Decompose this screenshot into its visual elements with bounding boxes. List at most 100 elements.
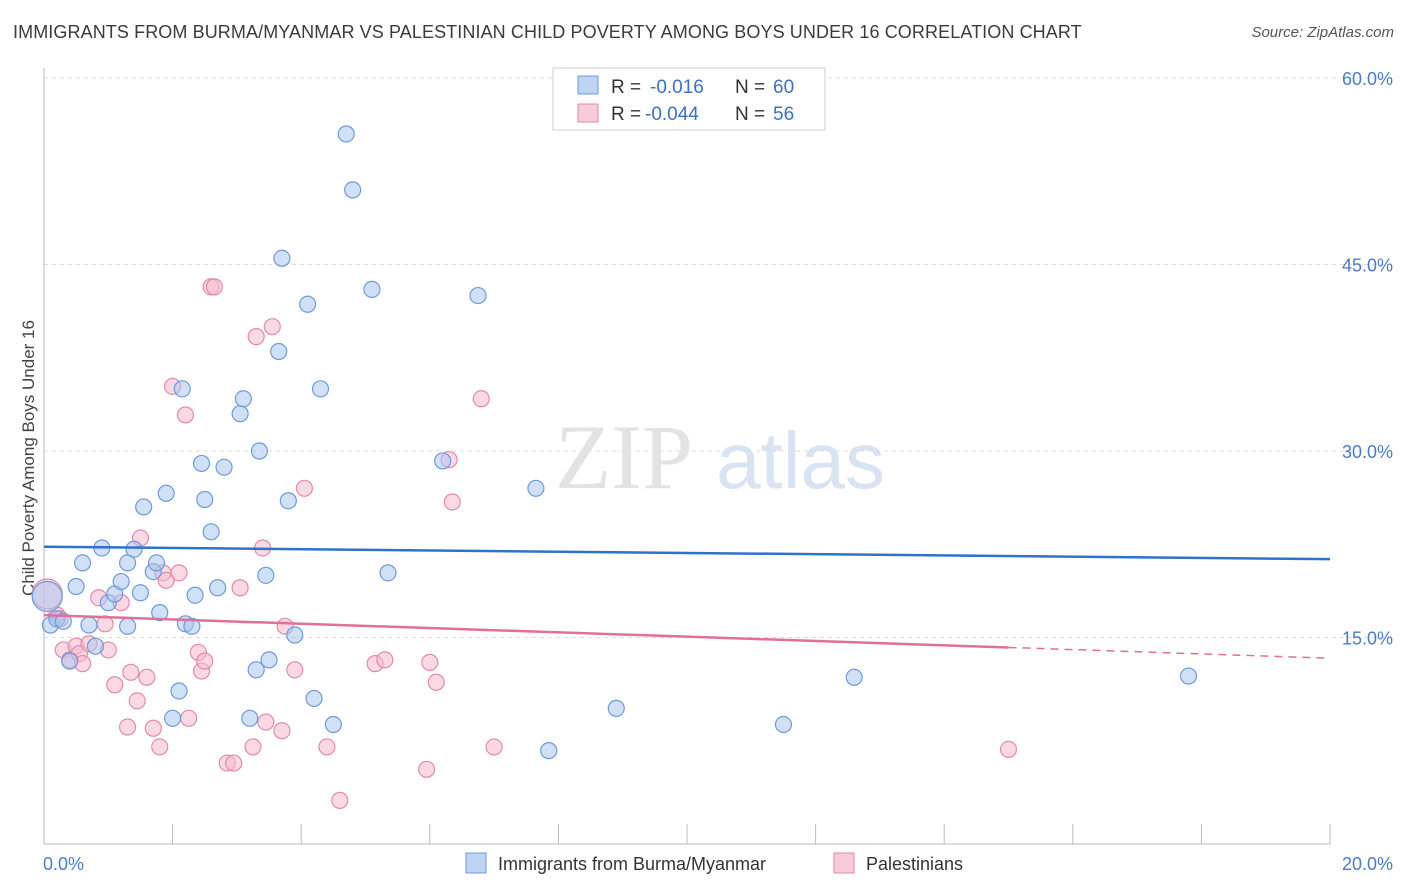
palestinians-points bbox=[31, 278, 1018, 809]
palestinian-point-52 bbox=[472, 390, 490, 408]
legend-r-value-blue: -0.016 bbox=[650, 77, 704, 98]
x-tick-label-1: 20.0% bbox=[1342, 854, 1393, 874]
palestinian-point-32 bbox=[225, 754, 243, 772]
burma-point-58 bbox=[845, 668, 863, 686]
legend-r-value-pink: -0.044 bbox=[645, 104, 699, 125]
burma-point-57 bbox=[774, 715, 793, 734]
burma-point-29 bbox=[196, 490, 214, 509]
burma-point-48 bbox=[337, 125, 355, 143]
watermark-atlas: atlas bbox=[716, 416, 885, 505]
watermark-zip: ZIP bbox=[555, 406, 693, 508]
palestinian-point-15 bbox=[128, 692, 146, 710]
palestinian-trend-extension bbox=[1008, 646, 1331, 659]
burma-point-33 bbox=[231, 405, 249, 423]
y-axis-label: Child Poverty Among Boys Under 16 bbox=[19, 320, 38, 596]
burma-point-8 bbox=[86, 637, 105, 655]
burma-point-37 bbox=[250, 442, 269, 460]
burma-point-41 bbox=[273, 249, 291, 267]
palestinian-point-43 bbox=[318, 738, 336, 756]
y-tick-label-0: 15.0% bbox=[1342, 629, 1393, 649]
source-credit: Source: ZipAtlas.com bbox=[1251, 24, 1394, 41]
burma-point-30 bbox=[202, 523, 220, 541]
palestinian-point-53 bbox=[485, 738, 503, 756]
bottom-legend-label-blue: Immigrants from Burma/Myanmar bbox=[498, 854, 766, 874]
palestinian-point-49 bbox=[427, 673, 445, 691]
palestinian-point-24 bbox=[176, 406, 195, 424]
palestinian-point-38 bbox=[263, 318, 281, 336]
burma-point-28 bbox=[192, 454, 211, 473]
palestinian-point-30 bbox=[205, 278, 223, 296]
palestinian-point-34 bbox=[244, 738, 262, 756]
burma-point-12 bbox=[112, 572, 130, 591]
watermark: ZIP atlas bbox=[555, 406, 885, 508]
palestinian-point-44 bbox=[331, 791, 349, 809]
burma-point-20 bbox=[151, 604, 169, 622]
y-tick-label-2: 45.0% bbox=[1342, 256, 1393, 276]
palestinian-point-39 bbox=[273, 722, 291, 740]
palestinian-point-47 bbox=[417, 760, 436, 778]
palestinian-point-19 bbox=[151, 738, 169, 756]
burma-point-16 bbox=[131, 584, 150, 602]
burma-point-21 bbox=[157, 484, 175, 502]
x-tick-label-0: 0.0% bbox=[43, 854, 84, 874]
y-tick-label-1: 30.0% bbox=[1342, 442, 1393, 462]
palestinian-point-41 bbox=[286, 661, 304, 679]
burma-point-39 bbox=[260, 651, 278, 669]
burma-point-7 bbox=[80, 616, 98, 634]
burma-point-45 bbox=[305, 689, 323, 708]
palestinian-point-25 bbox=[180, 709, 198, 727]
bottom-legend-label-pink: Palestinians bbox=[866, 854, 963, 874]
burma-point-23 bbox=[170, 682, 188, 700]
palestinian-point-54 bbox=[999, 740, 1018, 759]
burma-point-53 bbox=[469, 286, 487, 305]
palestinian-point-23 bbox=[170, 564, 188, 582]
legend-r-label-pink: R = bbox=[611, 104, 641, 125]
palestinian-point-21 bbox=[157, 571, 175, 589]
burma-point-13 bbox=[118, 617, 137, 635]
burma-point-22 bbox=[164, 709, 182, 727]
burma-point-0 bbox=[31, 580, 63, 613]
legend-r-label-blue: R = bbox=[611, 77, 641, 98]
legend-swatch-blue bbox=[577, 75, 599, 95]
burma-point-40 bbox=[270, 342, 288, 361]
burma-point-4 bbox=[61, 652, 79, 670]
palestinian-point-46 bbox=[376, 651, 394, 669]
palestinian-point-51 bbox=[443, 493, 461, 511]
burma-points bbox=[31, 125, 1198, 760]
burma-point-47 bbox=[324, 715, 342, 734]
burma-point-17 bbox=[135, 498, 153, 516]
palestinian-point-14 bbox=[122, 663, 140, 681]
burma-point-59 bbox=[1179, 667, 1198, 685]
burma-point-49 bbox=[344, 181, 362, 199]
burma-point-27 bbox=[186, 586, 204, 604]
burma-point-31 bbox=[209, 579, 227, 597]
top-legend: R = -0.016 N = 60 R = -0.044 N = 56 bbox=[552, 67, 826, 131]
burma-point-46 bbox=[311, 380, 330, 398]
palestinian-point-17 bbox=[138, 668, 156, 686]
burma-point-56 bbox=[607, 699, 625, 717]
burma-trend-line bbox=[43, 545, 1331, 561]
burma-point-15 bbox=[125, 540, 143, 558]
bottom-legend-swatch-blue bbox=[465, 852, 487, 874]
palestinian-point-11 bbox=[106, 676, 124, 694]
burma-point-42 bbox=[279, 492, 297, 510]
palestinian-point-33 bbox=[231, 579, 249, 597]
burma-point-55 bbox=[540, 742, 558, 760]
burma-point-38 bbox=[257, 566, 275, 584]
legend-n-label-pink: N = bbox=[735, 104, 765, 125]
palestinian-point-42 bbox=[295, 479, 314, 497]
burma-point-32 bbox=[215, 458, 233, 476]
legend-n-value-pink: 56 bbox=[773, 104, 794, 125]
bottom-legend: Immigrants from Burma/Myanmar Palestinia… bbox=[465, 852, 963, 874]
palestinian-point-48 bbox=[421, 653, 439, 671]
burma-point-5 bbox=[67, 577, 85, 596]
bottom-legend-swatch-pink bbox=[833, 852, 855, 874]
legend-n-value-blue: 60 bbox=[773, 77, 794, 98]
burma-point-36 bbox=[247, 661, 265, 679]
palestinian-trend-line bbox=[43, 613, 1009, 649]
burma-point-54 bbox=[527, 479, 545, 497]
burma-point-6 bbox=[73, 554, 92, 572]
burma-point-44 bbox=[299, 295, 317, 313]
palestinian-point-13 bbox=[118, 718, 137, 736]
